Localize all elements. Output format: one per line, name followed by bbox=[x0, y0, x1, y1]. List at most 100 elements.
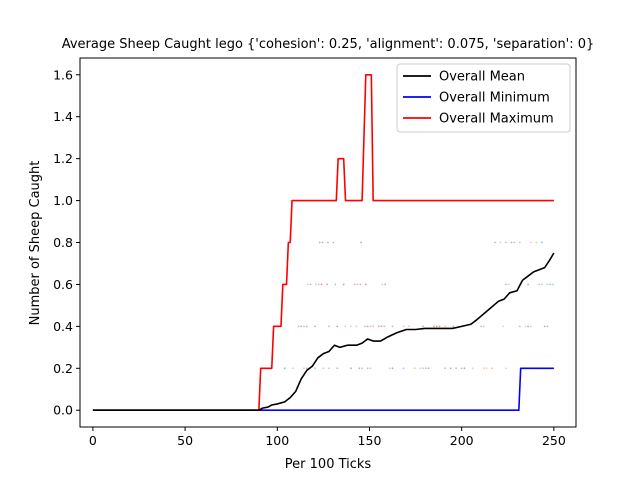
scatter-point bbox=[507, 283, 510, 286]
scatter-point bbox=[540, 283, 543, 286]
scatter-point bbox=[540, 241, 543, 244]
scatter-point bbox=[328, 367, 330, 370]
scatter-points-layer bbox=[269, 241, 554, 370]
scatter-point bbox=[350, 325, 352, 328]
scatter-point bbox=[444, 367, 446, 370]
scatter-point bbox=[303, 367, 305, 370]
y-tick-label: 0.4 bbox=[53, 319, 73, 334]
scatter-point bbox=[360, 241, 363, 244]
series-line-overall-maximum bbox=[92, 73, 554, 412]
scatter-point bbox=[336, 325, 339, 328]
y-tick-label: 0.0 bbox=[53, 403, 73, 418]
scatter-point bbox=[372, 325, 375, 328]
scatter-point bbox=[546, 325, 549, 328]
scatter-point bbox=[502, 325, 505, 328]
x-tick-label: 100 bbox=[265, 433, 289, 448]
y-tick-label: 0.8 bbox=[53, 235, 73, 250]
scatter-point bbox=[471, 367, 474, 370]
scatter-point bbox=[380, 325, 383, 328]
scatter-point bbox=[482, 367, 485, 370]
legend-label: Overall Mean bbox=[439, 70, 525, 85]
scatter-point bbox=[413, 367, 416, 370]
scatter-point bbox=[518, 241, 521, 244]
scatter-point bbox=[493, 241, 496, 244]
scatter-point bbox=[361, 367, 364, 370]
scatter-point bbox=[529, 241, 532, 244]
scatter-point bbox=[518, 325, 521, 328]
scatter-point bbox=[444, 325, 446, 328]
scatter-point bbox=[438, 325, 441, 328]
scatter-point bbox=[342, 283, 345, 286]
scatter-point bbox=[344, 325, 347, 328]
scatter-point bbox=[549, 283, 552, 286]
scatter-point bbox=[383, 325, 386, 328]
scatter-point bbox=[491, 367, 494, 370]
scatter-point bbox=[369, 325, 372, 328]
scatter-point bbox=[543, 325, 546, 328]
y-tick-label: 0.6 bbox=[53, 277, 73, 292]
legend-label: Overall Minimum bbox=[439, 91, 550, 106]
x-tick-label: 150 bbox=[358, 433, 382, 448]
scatter-point bbox=[328, 325, 330, 328]
scatter-point bbox=[292, 367, 294, 370]
series-line-overall-mean bbox=[92, 252, 555, 412]
x-tick-label: 250 bbox=[542, 433, 566, 448]
scatter-point bbox=[391, 325, 394, 328]
scatter-point bbox=[422, 325, 424, 328]
scatter-point bbox=[384, 283, 387, 286]
scatter-point bbox=[377, 325, 380, 328]
scatter-point bbox=[455, 367, 458, 370]
scatter-point bbox=[419, 367, 422, 370]
y-tick-label: 1.4 bbox=[53, 109, 73, 124]
scatter-point bbox=[463, 367, 466, 370]
y-tick-label: 1.0 bbox=[53, 193, 73, 208]
chart-title: Average Sheep Caught lego {'cohesion': 0… bbox=[62, 37, 595, 52]
scatter-point bbox=[449, 367, 452, 370]
scatter-point bbox=[315, 283, 317, 286]
scatter-point bbox=[427, 367, 430, 370]
x-axis: 0 50 100 150 200 250 bbox=[89, 427, 566, 448]
scatter-point bbox=[369, 367, 372, 370]
scatter-point bbox=[327, 241, 329, 244]
scatter-point bbox=[460, 367, 463, 370]
scatter-point bbox=[527, 325, 529, 328]
scatter-point bbox=[552, 283, 554, 286]
y-tick-label: 0.2 bbox=[53, 361, 73, 376]
scatter-point bbox=[366, 367, 369, 370]
scatter-point bbox=[482, 325, 485, 328]
scatter-point bbox=[350, 367, 352, 370]
scatter-point bbox=[353, 283, 356, 286]
scatter-point bbox=[309, 283, 312, 286]
y-axis: 0.0 0.2 0.4 0.6 0.8 1.0 1.2 1.4 1.6 bbox=[53, 67, 80, 418]
legend: Overall Mean Overall Minimum Overall Maxim… bbox=[396, 63, 571, 133]
scatter-point bbox=[321, 241, 324, 244]
scatter-point bbox=[364, 283, 367, 286]
scatter-point bbox=[538, 283, 541, 286]
scatter-point bbox=[305, 325, 308, 328]
scatter-point bbox=[510, 241, 513, 244]
scatter-point bbox=[402, 325, 405, 328]
scatter-point bbox=[381, 283, 384, 286]
scatter-point bbox=[297, 325, 300, 328]
scatter-point bbox=[317, 283, 320, 286]
scatter-point bbox=[402, 367, 405, 370]
scatter-point bbox=[408, 325, 411, 328]
scatter-point bbox=[527, 283, 529, 286]
scatter-point bbox=[435, 325, 438, 328]
series-line-overall-minimum bbox=[92, 367, 554, 412]
scatter-point bbox=[303, 325, 305, 328]
scatter-point bbox=[505, 283, 507, 286]
scatter-point bbox=[452, 325, 455, 328]
x-tick-label: 0 bbox=[89, 433, 97, 448]
scatter-point bbox=[320, 283, 323, 286]
scatter-point bbox=[388, 367, 391, 370]
scatter-point bbox=[535, 241, 538, 244]
scatter-point bbox=[424, 367, 427, 370]
y-tick-label: 1.6 bbox=[53, 67, 73, 82]
scatter-point bbox=[359, 283, 362, 286]
scatter-point bbox=[391, 367, 394, 370]
scatter-point bbox=[513, 241, 516, 244]
scatter-point bbox=[326, 283, 328, 286]
scatter-point bbox=[332, 241, 335, 244]
scatter-point bbox=[480, 325, 482, 328]
